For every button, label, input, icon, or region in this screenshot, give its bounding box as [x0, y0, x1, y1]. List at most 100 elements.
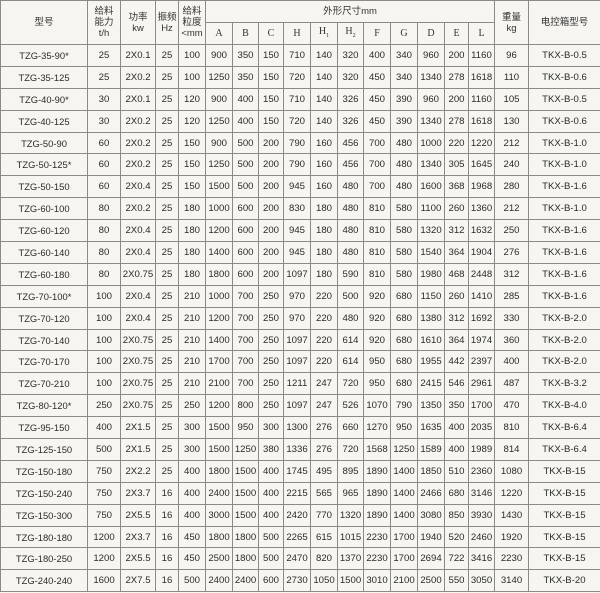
- value-cell: 350: [444, 394, 469, 418]
- value-cell: 1300: [283, 416, 311, 440]
- value-cell: 1635: [417, 416, 445, 440]
- value-cell: 150: [258, 87, 284, 111]
- value-cell: 720: [337, 372, 364, 396]
- table-row: TZG-125-150 500 2X1.5 25 300 1500 1250 380 1336 2…: [0, 438, 600, 461]
- header-dim-b: B: [232, 22, 259, 45]
- value-cell: 80: [87, 262, 121, 286]
- value-cell: 2X0.75: [120, 262, 156, 286]
- value-cell: 150: [258, 109, 284, 133]
- value-cell: 364: [444, 328, 469, 352]
- value-cell: 390: [390, 87, 418, 111]
- control-box-cell: TKX-B-1.6: [528, 262, 600, 286]
- value-cell: 1097: [283, 328, 311, 352]
- value-cell: 364: [444, 241, 469, 264]
- table-row: TZG-70-170 100 2X0.75 25 210 1700 700 250 1097 22…: [0, 350, 600, 374]
- value-cell: 680: [390, 350, 418, 374]
- control-box-cell: TKX-B-2.0: [528, 306, 600, 330]
- value-cell: 96: [494, 44, 529, 67]
- value-cell: 360: [494, 328, 529, 352]
- value-cell: 1430: [494, 503, 529, 527]
- table-row: TZG-50-125* 60 2X0.2 25 150 1250 500 200 790 160 4…: [0, 153, 600, 177]
- model-cell: TZG-50-125*: [0, 153, 88, 177]
- value-cell: 16: [155, 481, 179, 505]
- value-cell: 590: [337, 262, 364, 286]
- value-cell: 1350: [417, 394, 445, 418]
- value-cell: 790: [283, 131, 311, 155]
- header-dim-d: D: [417, 22, 445, 45]
- value-cell: 1400: [205, 328, 233, 352]
- value-cell: 480: [337, 219, 364, 243]
- value-cell: 1692: [468, 306, 495, 330]
- value-cell: 950: [363, 372, 391, 396]
- value-cell: 3000: [205, 503, 233, 527]
- value-cell: 212: [494, 197, 529, 221]
- control-box-cell: TKX-B-0.5: [528, 44, 600, 67]
- value-cell: 326: [337, 87, 364, 111]
- value-cell: 1097: [283, 350, 311, 374]
- value-cell: 150: [178, 175, 206, 199]
- value-cell: 945: [283, 175, 311, 199]
- value-cell: 468: [444, 262, 469, 286]
- value-cell: 500: [232, 153, 259, 177]
- table-row: TZG-95-150 400 2X1.5 25 300 1500 950 300 1300 276…: [0, 416, 600, 440]
- control-box-cell: TKX-B-2.0: [528, 350, 600, 374]
- value-cell: 400: [178, 481, 206, 505]
- table-row: TZG-50-150 60 2X0.4 25 150 1500 500 200 945 160 48…: [0, 175, 600, 199]
- value-cell: 2466: [417, 481, 445, 505]
- value-cell: 280: [494, 175, 529, 199]
- value-cell: 1850: [417, 459, 445, 483]
- value-cell: 250: [87, 394, 121, 418]
- value-cell: 2X0.75: [120, 328, 156, 352]
- value-cell: 600: [232, 241, 259, 264]
- value-cell: 600: [258, 569, 284, 593]
- value-cell: 1955: [417, 350, 445, 374]
- value-cell: 920: [363, 328, 391, 352]
- value-cell: 1890: [363, 481, 391, 505]
- value-cell: 1200: [87, 525, 121, 549]
- value-cell: 300: [178, 438, 206, 461]
- value-cell: 2400: [205, 569, 233, 593]
- value-cell: 700: [232, 284, 259, 308]
- value-cell: 1200: [205, 306, 233, 330]
- value-cell: 400: [232, 87, 259, 111]
- model-cell: TZG-80-120*: [0, 394, 88, 418]
- value-cell: 140: [310, 109, 338, 133]
- table-row: TZG-70-100* 100 2X0.4 25 210 1000 700 250 970 220…: [0, 284, 600, 308]
- value-cell: 770: [310, 503, 338, 527]
- control-box-cell: TKX-B-4.0: [528, 394, 600, 418]
- value-cell: 80: [87, 219, 121, 243]
- value-cell: 278: [444, 65, 469, 89]
- value-cell: 700: [363, 153, 391, 177]
- model-cell: TZG-70-120: [0, 306, 88, 330]
- value-cell: 2X1.5: [120, 416, 156, 440]
- value-cell: 1589: [417, 438, 445, 461]
- value-cell: 600: [232, 262, 259, 286]
- header-dim-h2: H2: [337, 22, 364, 45]
- value-cell: 60: [87, 175, 121, 199]
- value-cell: 1890: [363, 503, 391, 527]
- value-cell: 312: [494, 262, 529, 286]
- value-cell: 790: [390, 394, 418, 418]
- header-dim-a: A: [205, 22, 233, 45]
- model-cell: TZG-50-150: [0, 175, 88, 199]
- header-dim-h: H: [283, 22, 311, 45]
- model-cell: TZG-70-100*: [0, 284, 88, 308]
- value-cell: 580: [390, 197, 418, 221]
- value-cell: 1800: [205, 262, 233, 286]
- header-particle-size: 给料 粒度 <mm: [178, 0, 206, 45]
- value-cell: 180: [310, 219, 338, 243]
- value-cell: 710: [283, 87, 311, 111]
- value-cell: 480: [390, 175, 418, 199]
- model-cell: TZG-35-90*: [0, 44, 88, 67]
- value-cell: 945: [283, 219, 311, 243]
- value-cell: 1400: [390, 481, 418, 505]
- value-cell: 25: [155, 131, 179, 155]
- value-cell: 200: [258, 131, 284, 155]
- table-row: TZG-240-240 1600 2X7.5 16 500 2400 2400 600 2730…: [0, 569, 600, 593]
- value-cell: 1320: [337, 503, 364, 527]
- value-cell: 25: [155, 262, 179, 286]
- value-cell: 2X5.5: [120, 503, 156, 527]
- value-cell: 220: [310, 284, 338, 308]
- value-cell: 700: [232, 350, 259, 374]
- value-cell: 500: [178, 569, 206, 593]
